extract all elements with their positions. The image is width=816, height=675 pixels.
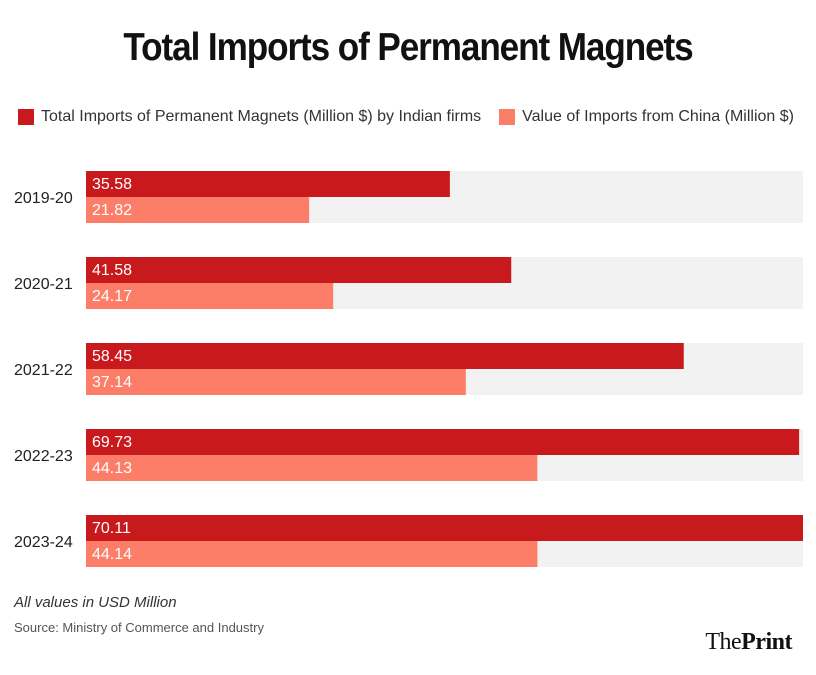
- theprint-logo: ThePrint: [705, 629, 792, 656]
- bar-total-imports: [86, 171, 450, 197]
- bar-total-imports: [86, 343, 684, 369]
- data-label: 35.58: [92, 176, 132, 193]
- bar-total-imports: [86, 429, 800, 455]
- source-note: Source: Ministry of Commerce and Industr…: [14, 620, 264, 635]
- category-label: 2019-20: [14, 190, 73, 207]
- data-label: 69.73: [92, 434, 132, 451]
- data-label: 44.13: [92, 460, 132, 477]
- category-label: 2022-23: [14, 448, 73, 465]
- logo-print: Print: [741, 629, 792, 655]
- logo-the: The: [705, 629, 742, 655]
- legend-label-total-imports: Total Imports of Permanent Magnets (Mill…: [41, 108, 482, 125]
- data-label: 37.14: [92, 374, 132, 391]
- bar-total-imports: [86, 257, 512, 283]
- category-label: 2021-22: [14, 362, 73, 379]
- bar-china-imports: [86, 369, 466, 395]
- data-label: 24.17: [92, 288, 132, 305]
- legend-item-china-imports: Value of Imports from China (Million $): [499, 108, 794, 126]
- legend-swatch-total-imports: [18, 109, 34, 125]
- legend-label-china-imports: Value of Imports from China (Million $): [522, 108, 794, 125]
- legend-swatch-china-imports: [499, 109, 516, 125]
- data-label: 44.14: [92, 546, 132, 563]
- data-label: 58.45: [92, 348, 132, 365]
- bar-china-imports: [86, 541, 538, 567]
- legend-item-total-imports: Total Imports of Permanent Magnets (Mill…: [18, 108, 481, 126]
- data-label: 70.11: [92, 520, 131, 537]
- data-label: 21.82: [92, 202, 132, 219]
- bar-china-imports: [86, 197, 310, 223]
- bar-total-imports: [86, 515, 803, 541]
- units-note: All values in USD Million: [14, 594, 177, 611]
- category-label: 2020-21: [14, 276, 73, 293]
- bar-china-imports: [86, 455, 538, 481]
- legend: Total Imports of Permanent Magnets (Mill…: [18, 106, 806, 128]
- bar-china-imports: [86, 283, 334, 309]
- category-label: 2023-24: [14, 534, 73, 551]
- chart-title: Total Imports of Permanent Magnets: [123, 26, 693, 69]
- data-label: 41.58: [92, 262, 132, 279]
